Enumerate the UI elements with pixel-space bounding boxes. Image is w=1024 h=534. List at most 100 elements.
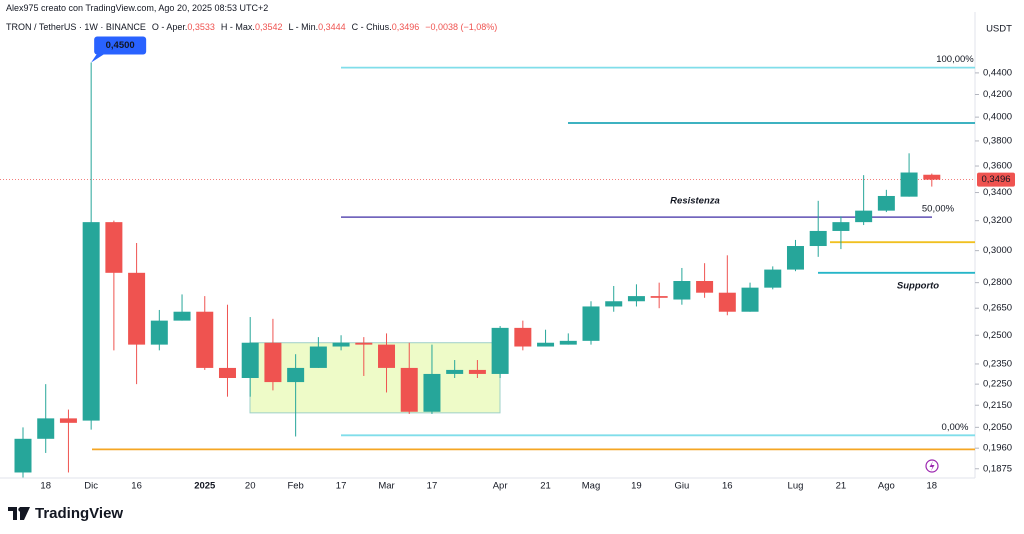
ohlc: C - Chius.0,3496 (352, 22, 420, 32)
ohlc: O - Aper.0,3533 (152, 22, 215, 32)
y-tick-label: 0,4000 (983, 112, 1012, 123)
fib-label: 100,00% (936, 54, 974, 65)
y-tick-label: 0,3400 (983, 187, 1012, 198)
y-tick-label: 0,2150 (983, 400, 1012, 411)
candle-body (809, 230, 827, 247)
candle-body (173, 311, 191, 321)
x-tick-label: 17 (427, 481, 438, 492)
candle-body (537, 342, 555, 347)
fib-label: 50,00% (922, 204, 955, 215)
event-icon[interactable] (925, 459, 939, 473)
y-tick-label: 0,2050 (983, 422, 1012, 433)
x-tick-label: Lug (788, 481, 804, 492)
y-tick-label: 0,2650 (983, 303, 1012, 314)
event-icon-bolt (929, 461, 935, 471)
candle-body (150, 320, 168, 345)
x-tick-label: 2025 (194, 481, 216, 492)
candle-body (923, 174, 941, 180)
ohlc-value: 0,3444 (318, 22, 346, 32)
candle-body (877, 195, 895, 211)
logo-text: TradingView (35, 505, 124, 522)
candle-body (582, 306, 600, 341)
candle-body (287, 367, 305, 383)
ohlc-label: L - Min. (288, 22, 319, 32)
x-tick-label: Ago (878, 481, 895, 492)
candle-body (105, 222, 123, 273)
x-tick-label: Giu (674, 481, 689, 492)
fib-label: 0,00% (942, 422, 969, 433)
x-tick-label: 19 (631, 481, 642, 492)
candle-body (696, 280, 714, 293)
x-tick-label: 20 (245, 481, 256, 492)
x-tick-label: Mar (378, 481, 394, 492)
ohlc: H - Max.0,3542 (221, 22, 283, 32)
candle-body (423, 373, 441, 412)
ohlc-value: 0,3496 (391, 22, 420, 32)
candle-body (378, 344, 396, 368)
currency: USDT (986, 24, 1012, 35)
candle-body (218, 367, 236, 378)
candle-body (832, 222, 850, 231)
x-tick-label: 21 (540, 481, 551, 492)
candle-body (559, 340, 577, 345)
symbol: TRON / TetherUS · 1W · BINANCE (6, 22, 146, 32)
annotation: Resistenza (670, 196, 720, 207)
y-tick-label: 0,3600 (983, 161, 1012, 172)
y-tick-label: 0,2250 (983, 379, 1012, 390)
high-callout-pointer (91, 53, 106, 63)
candle-body (196, 311, 214, 368)
x-tick-label: 17 (336, 481, 347, 492)
candle-body (491, 327, 509, 374)
y-tick-label: 0,1960 (983, 443, 1012, 454)
last-price-tag (977, 172, 1015, 187)
candle-body (446, 369, 464, 374)
candle-body (673, 280, 691, 300)
candle-body (128, 272, 146, 345)
ohlc-label: C - Chius. (351, 22, 392, 32)
x-tick-label: 18 (40, 481, 51, 492)
x-tick-label: Dic (84, 481, 98, 492)
candle-body (241, 342, 259, 378)
y-tick-label: 0,3200 (983, 215, 1012, 226)
candle-body (764, 269, 782, 288)
y-tick-label: 0,4200 (983, 89, 1012, 100)
high-callout (94, 36, 147, 55)
candle-body (514, 327, 532, 347)
ohlc-label: O - Aper. (151, 22, 188, 32)
ohlc-value: 0,3542 (254, 22, 283, 32)
candle-body (605, 301, 623, 307)
candle-body (37, 418, 55, 439)
y-tick-label: 0,2500 (983, 330, 1012, 341)
x-tick-label: 21 (836, 481, 847, 492)
x-tick-label: Feb (287, 481, 303, 492)
candle-body (650, 296, 668, 298)
candle-body (627, 296, 645, 302)
y-tick-label: 0,2800 (983, 277, 1012, 288)
y-tick-label: 0,2350 (983, 358, 1012, 369)
x-tick-label: 18 (927, 481, 938, 492)
x-tick-label: Apr (493, 481, 508, 492)
candle-body (14, 438, 32, 473)
y-tick-label: 0,4400 (983, 67, 1012, 78)
candle-body (900, 172, 918, 197)
last-price-label: 0,3496 (981, 174, 1010, 185)
candle-body (786, 246, 804, 270)
annotation: Supporto (897, 281, 939, 292)
ohlc: L - Min.0,3444 (288, 22, 345, 32)
x-tick-label: Mag (582, 481, 600, 492)
x-tick-label: 16 (722, 481, 733, 492)
candle-body (332, 342, 350, 347)
candle-body (59, 418, 77, 423)
y-tick-label: 0,3000 (983, 245, 1012, 256)
logo: TradingView (8, 505, 123, 522)
candle-body (741, 287, 759, 312)
change: −0,0038 (−1,08%) (425, 22, 498, 32)
ohlc-value: 0,3533 (187, 22, 215, 32)
credit: Alex975 creato con TradingView.com, Ago … (6, 3, 269, 13)
candle-body (264, 342, 282, 383)
candle-body (355, 342, 373, 345)
high-callout-label: 0,4500 (106, 40, 135, 51)
candle-body (468, 369, 486, 374)
